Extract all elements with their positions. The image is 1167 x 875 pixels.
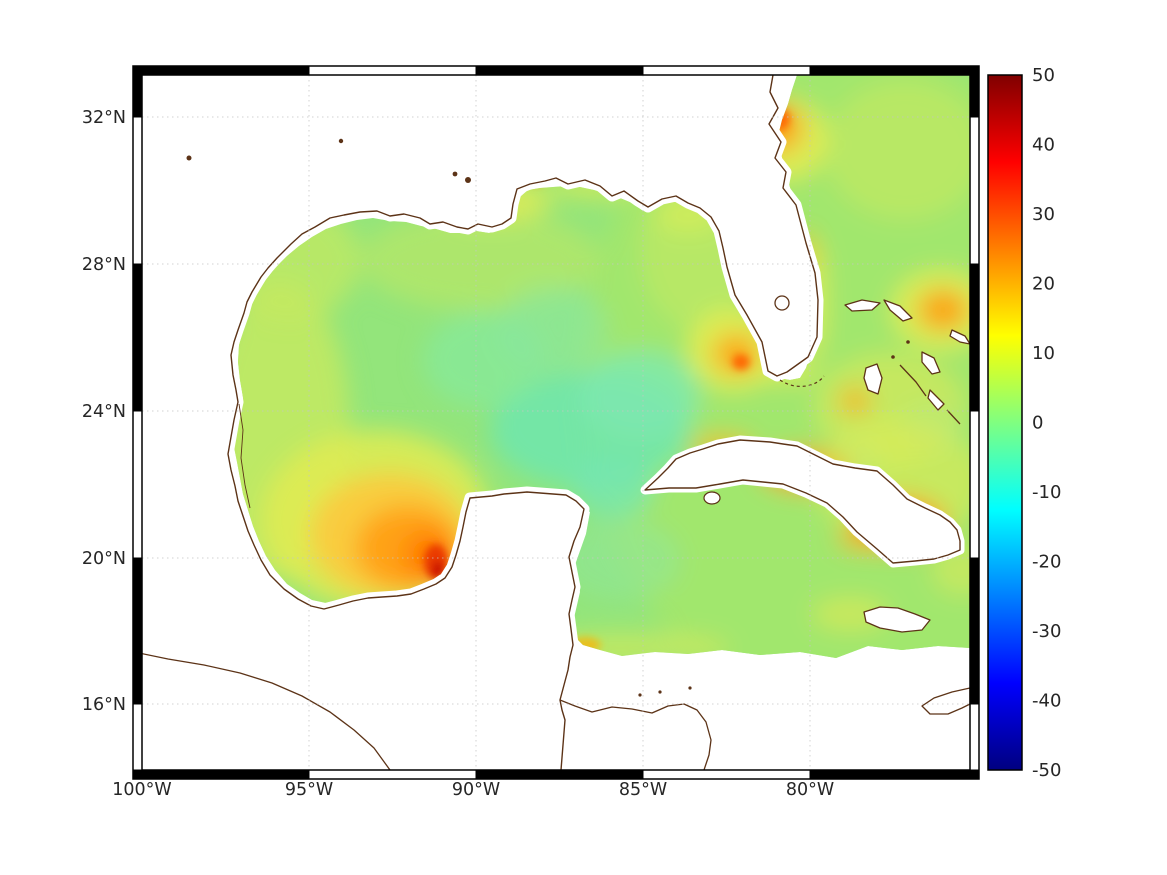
coastline-mainland [227, 75, 819, 770]
lat-axis: 32°N 28°N 24°N 20°N 16°N [82, 108, 126, 715]
island-isle-of-youth [703, 491, 721, 505]
cbar-tick-m20: -20 [1032, 552, 1061, 573]
cbar-tick-m50: -50 [1032, 760, 1061, 781]
lat-tick-24n: 24°N [82, 402, 126, 422]
lon-axis: 100°W 95°W 90°W 85°W 80°W [112, 780, 834, 800]
cbar-tick-m10: -10 [1032, 482, 1061, 503]
map-frame [132, 65, 980, 780]
graticule [142, 75, 970, 770]
laguna-madre-line [238, 403, 251, 509]
island-cuba [640, 435, 965, 568]
map-plot [142, 75, 970, 770]
cbar-tick-30: 30 [1032, 204, 1055, 225]
lon-tick-95w: 95°W [285, 780, 333, 800]
lat-tick-28n: 28°N [82, 255, 126, 275]
cbar-tick-10: 10 [1032, 343, 1055, 364]
island-jamaica [863, 606, 931, 633]
colorbar-gradient [987, 74, 1023, 771]
lat-tick-32n: 32°N [82, 108, 126, 128]
lat-tick-20n: 20°N [82, 549, 126, 569]
lon-tick-80w: 80°W [786, 780, 834, 800]
islands-bahamas [844, 299, 970, 425]
florida-keys [779, 375, 825, 387]
cbar-tick-0: 0 [1032, 413, 1043, 434]
inland-lakes [186, 138, 825, 509]
lon-tick-90w: 90°W [452, 780, 500, 800]
cbar-tick-40: 40 [1032, 135, 1055, 156]
lat-tick-16n: 16°N [82, 695, 126, 715]
cbar-tick-m30: -30 [1032, 621, 1061, 642]
coastline-central-america [142, 652, 712, 770]
colorbar: 50 40 30 20 10 0 -10 -20 -30 -40 -50 [987, 65, 1061, 781]
lon-tick-85w: 85°W [619, 780, 667, 800]
lake-okeechobee [774, 295, 790, 311]
land-mainland [142, 75, 818, 770]
cbar-tick-m40: -40 [1032, 691, 1061, 712]
lon-tick-100w: 100°W [112, 780, 171, 800]
cbar-tick-20: 20 [1032, 274, 1055, 295]
cbar-tick-50: 50 [1032, 65, 1055, 86]
hispaniola-coast [921, 687, 970, 715]
